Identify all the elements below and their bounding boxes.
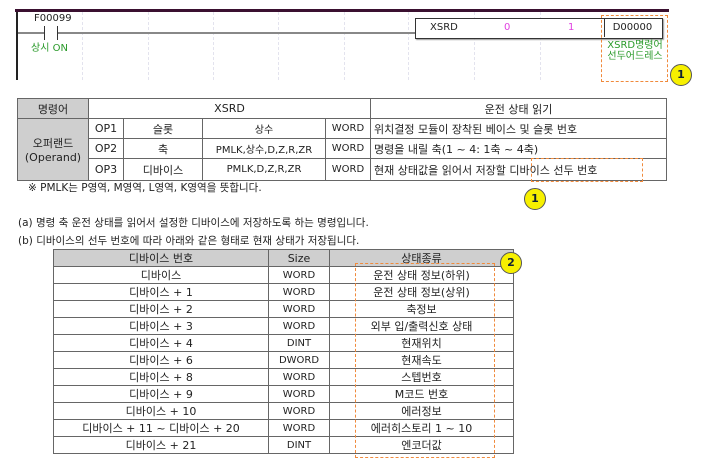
table-row: 디바이스 + 3 WORD 외부 입/출력신호 상태 xyxy=(53,317,514,335)
op: OP3 xyxy=(88,158,124,181)
op-name: 디바이스 xyxy=(123,158,203,181)
instruction-name: XSRD xyxy=(430,22,458,33)
device-number: 디바이스 + 8 xyxy=(53,368,269,386)
highlight-box xyxy=(601,15,668,82)
size: DWORD xyxy=(268,351,330,369)
paragraph-a: (a) 명령 축 운전 상태를 읽어서 설정한 디바이스에 저장하도록 하는 명… xyxy=(18,217,369,229)
operand-1: 0 xyxy=(504,22,511,33)
status-type: 엔코더값 xyxy=(329,436,514,454)
size: WORD xyxy=(268,300,330,318)
device-number: 디바이스 + 3 xyxy=(53,317,269,335)
column-header: Size xyxy=(268,249,330,267)
op-name: 축 xyxy=(123,138,203,159)
operand-label: 오퍼랜드 xyxy=(32,137,74,150)
column-header: 상태종류 xyxy=(329,249,514,267)
paragraph-b: (b) 디바이스의 선두 번호에 따라 아래와 같은 형태로 현재 상태가 저장… xyxy=(18,235,360,247)
op-types: 상수 xyxy=(202,118,326,139)
size: WORD xyxy=(268,419,330,437)
operand-table: 명령어 XSRD 운전 상태 읽기 오퍼랜드 (Operand) OP1 슬롯 상… xyxy=(17,98,667,181)
op: OP2 xyxy=(88,138,124,159)
table-row: 디바이스 + 21 DINT 엔코더값 xyxy=(53,436,514,454)
operand-2: 1 xyxy=(568,22,575,33)
size: WORD xyxy=(268,385,330,403)
device-number: 디바이스 + 21 xyxy=(53,436,269,454)
size: WORD xyxy=(268,402,330,420)
device-number: 디바이스 + 1 xyxy=(53,283,269,301)
highlight-box xyxy=(355,263,495,458)
op-types: PMLK,D,Z,R,ZR xyxy=(202,158,326,181)
instruction-description: 운전 상태 읽기 xyxy=(370,98,667,119)
device-number: 디바이스 + 9 xyxy=(53,385,269,403)
op-size: WORD xyxy=(325,118,371,139)
device-table: 디바이스 번호 Size 상태종류 디바이스 WORD 운전 상태 정보(하위) 디바… xyxy=(53,249,514,454)
size: DINT xyxy=(268,436,330,454)
callout-1: 1 xyxy=(670,64,692,86)
device-number: 디바이스 + 10 xyxy=(53,402,269,420)
size: WORD xyxy=(268,283,330,301)
size: DINT xyxy=(268,334,330,352)
size: WORD xyxy=(268,317,330,335)
op-name: 슬롯 xyxy=(123,118,203,139)
note: ※ PMLK는 P영역, M영역, L영역, K영역을 뜻합니다. xyxy=(28,182,262,194)
op-desc: 현재 상태값을 읽어서 저장할 디바이스 선두 번호 xyxy=(370,158,667,181)
table-row: 디바이스 WORD 운전 상태 정보(하위) xyxy=(53,266,514,284)
instruction-header: 명령어 xyxy=(17,98,89,119)
size: WORD xyxy=(268,266,330,284)
table-row: 디바이스 + 6 DWORD 현재속도 xyxy=(53,351,514,369)
callout-1: 1 xyxy=(524,188,546,210)
device-number: 디바이스 + 6 xyxy=(53,351,269,369)
table-row: 디바이스 + 8 WORD 스텝번호 xyxy=(53,368,514,386)
operand-3: D00000 xyxy=(604,18,660,37)
op-size: WORD xyxy=(325,158,371,181)
op-size: WORD xyxy=(325,138,371,159)
table-row: 디바이스 + 2 WORD 축정보 xyxy=(53,300,514,318)
highlight-box xyxy=(531,158,643,182)
operand-label-en: (Operand) xyxy=(24,151,82,164)
status-type: 운전 상태 정보(하위) xyxy=(329,266,514,284)
status-type: 외부 입/출력신호 상태 xyxy=(329,317,514,335)
instruction-name: XSRD xyxy=(88,98,371,119)
op-desc: 위치결정 모듈이 장착된 베이스 및 슬롯 번호 xyxy=(370,118,667,139)
operand-3-comment: XSRD명령어 선두어드레스 xyxy=(607,40,663,62)
device-number: 디바이스 + 2 xyxy=(53,300,269,318)
callout-2: 2 xyxy=(500,252,522,274)
device-number: 디바이스 + 11 ~ 디바이스 + 20 xyxy=(53,419,269,437)
operand-header: 오퍼랜드 (Operand) xyxy=(17,118,89,181)
size: WORD xyxy=(268,368,330,386)
device-number: 디바이스 + 4 xyxy=(53,334,269,352)
ladder-top-border xyxy=(15,9,669,12)
rung-line xyxy=(18,32,416,34)
op-desc: 명령을 내릴 축(1 ~ 4: 1축 ~ 4축) xyxy=(370,138,667,159)
op-types: PMLK,상수,D,Z,R,ZR xyxy=(202,138,326,159)
left-power-rail xyxy=(16,12,18,80)
contact-address: F00099 xyxy=(34,13,72,24)
device-number: 디바이스 xyxy=(53,266,269,284)
op: OP1 xyxy=(88,118,124,139)
contact-comment: 상시 ON xyxy=(31,43,68,54)
table-row: 디바이스 + 10 WORD 에러정보 xyxy=(53,402,514,420)
column-header: 디바이스 번호 xyxy=(53,249,269,267)
contact-symbol[interactable] xyxy=(44,26,58,40)
